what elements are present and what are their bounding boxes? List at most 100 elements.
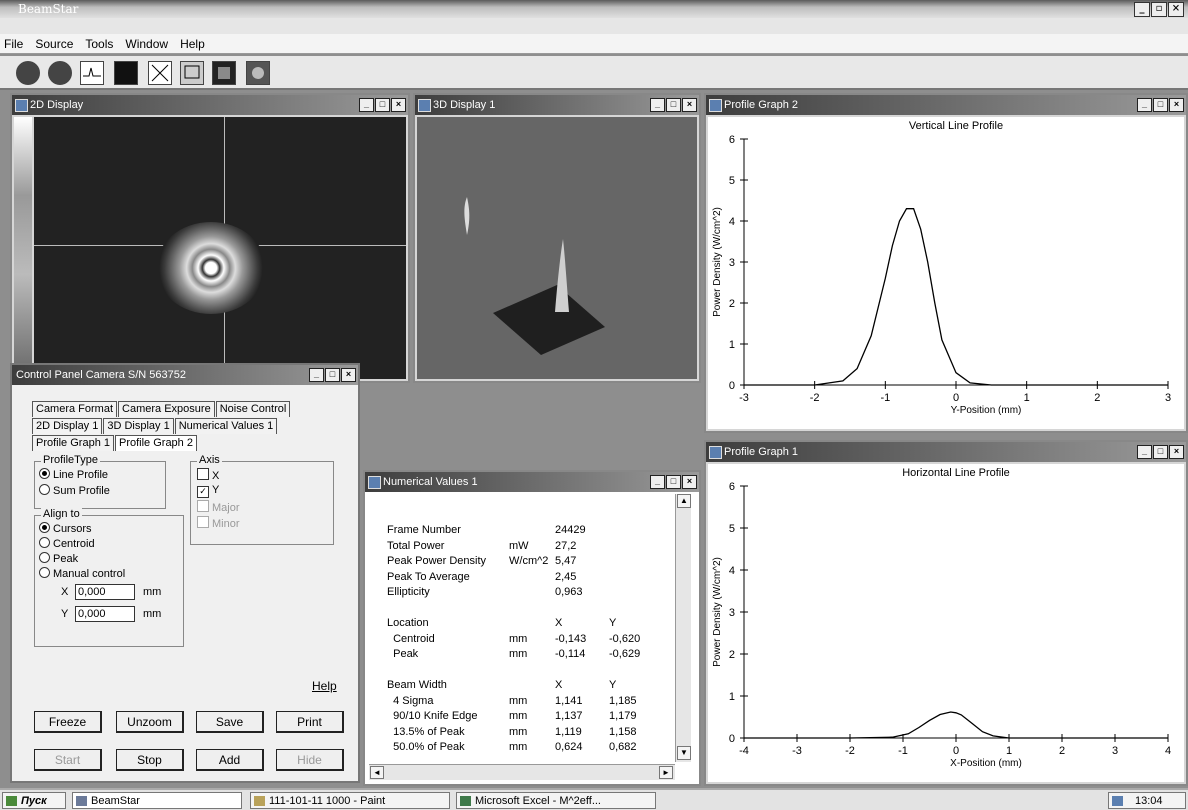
horizontal-line-profile-chart[interactable]: Horizontal Line Profile -4 -3 -2 -1 0 1 2 3 4 0 1 2 3… xyxy=(708,464,1184,782)
radio-icon xyxy=(39,552,50,563)
display-icon[interactable] xyxy=(114,61,138,85)
window-profile1-title: Profile Graph 1 xyxy=(724,446,798,458)
axis-y-checkbox[interactable]: ✓ Y xyxy=(197,484,219,498)
tab-camera-format[interactable]: Camera Format xyxy=(32,401,118,417)
taskbar-item-paint[interactable]: 111-101-11 1000 - Paint xyxy=(250,792,450,809)
align-centroid-radio[interactable]: Centroid xyxy=(39,537,95,550)
close-button[interactable]: × xyxy=(1169,98,1184,112)
control-panel-title: Control Panel Camera S/N 563752 xyxy=(16,369,186,381)
x-tick-label: 2 xyxy=(1059,745,1065,757)
freeze-button[interactable]: Freeze xyxy=(34,711,102,733)
tab-2d-display[interactable]: 2D Display 1 xyxy=(32,418,103,434)
nv-unit: mm xyxy=(509,632,528,645)
taskbar-item-excel[interactable]: Microsoft Excel - M^2eff... xyxy=(456,792,656,809)
vertical-scrollbar[interactable]: ▲ ▼ xyxy=(675,494,691,762)
minimize-button[interactable]: _ xyxy=(650,475,665,489)
restore-button[interactable]: □ xyxy=(375,98,390,112)
camera-icon[interactable] xyxy=(212,61,236,85)
align-peak-radio[interactable]: Peak xyxy=(39,552,78,565)
start-button-taskbar[interactable]: Пуск xyxy=(2,792,66,809)
vertical-line-profile-chart[interactable]: Vertical Line Profile -3 -2 -1 0 1 2 3 0 1 2 3 4 5 6 Y-… xyxy=(708,117,1184,429)
profile-icon[interactable] xyxy=(80,61,104,85)
minimize-button[interactable]: _ xyxy=(1137,445,1152,459)
nv-v2: -0,620 xyxy=(609,632,641,645)
window-2d-title: 2D Display xyxy=(30,99,84,111)
numerical-values-table: Frame Number 24429 Total Power mW 27,2 Peak P… xyxy=(387,524,677,760)
axis-x-checkbox[interactable]: X xyxy=(197,468,219,482)
tab-profile-graph-1[interactable]: Profile Graph 1 xyxy=(32,435,114,451)
minimize-button[interactable]: _ xyxy=(1137,98,1152,112)
manual-x-input[interactable]: 0,000 xyxy=(75,584,135,600)
numeric-icon[interactable] xyxy=(180,61,204,85)
align-manual-radio[interactable]: Manual control xyxy=(39,567,125,580)
minimize-button[interactable]: _ xyxy=(650,98,665,112)
manual-y-label: Y xyxy=(61,608,69,620)
restore-button[interactable]: □ xyxy=(1153,445,1168,459)
tab-noise-control[interactable]: Noise Control xyxy=(215,401,291,417)
x-tick-label: -3 xyxy=(792,745,802,757)
tab-numerical-values[interactable]: Numerical Values 1 xyxy=(174,418,278,434)
close-button[interactable]: × xyxy=(391,98,406,112)
window-numerical-values: Numerical Values 1 _ □ × ▲ ▼ ◄ ► Frame Num… xyxy=(363,470,701,786)
stop-button[interactable]: Stop xyxy=(116,749,184,771)
nv-label: Peak To Average xyxy=(387,570,470,583)
nv-v1: -0,114 xyxy=(555,648,586,660)
tab-camera-exposure[interactable]: Camera Exposure xyxy=(118,401,215,417)
restore-button[interactable]: □ xyxy=(666,475,681,489)
align-cursors-radio[interactable]: Cursors xyxy=(39,522,92,535)
sum-profile-radio[interactable]: Sum Profile xyxy=(39,484,110,497)
menu-file[interactable]: File xyxy=(4,37,24,51)
manual-y-input[interactable]: 0,000 xyxy=(75,606,135,622)
restore-button[interactable]: □ xyxy=(1153,98,1168,112)
window-2d-display: 2D Display _ □ × xyxy=(10,93,410,383)
minimize-button[interactable]: _ xyxy=(1134,2,1150,17)
settings-icon[interactable] xyxy=(246,61,270,85)
close-button[interactable]: × xyxy=(1169,445,1184,459)
graph-icon[interactable] xyxy=(148,61,172,85)
line-profile-radio[interactable]: Line Profile xyxy=(39,468,108,481)
restore-button[interactable]: □ xyxy=(325,368,340,382)
nv-v2: 1,185 xyxy=(609,694,637,707)
tab-profile-graph-2[interactable]: Profile Graph 2 xyxy=(114,435,197,451)
minimize-button[interactable]: _ xyxy=(359,98,374,112)
restore-button[interactable]: ▫ xyxy=(1151,2,1167,17)
window-icon xyxy=(15,99,28,112)
restore-button[interactable]: □ xyxy=(666,98,681,112)
menu-source[interactable]: Source xyxy=(35,37,74,51)
tab-3d-display[interactable]: 3D Display 1 xyxy=(103,418,174,434)
scroll-right-icon[interactable]: ► xyxy=(659,766,673,779)
horizontal-scrollbar[interactable]: ◄ ► xyxy=(369,764,675,780)
add-button[interactable]: Add xyxy=(196,749,264,771)
checkbox-icon xyxy=(197,500,209,512)
scroll-down-icon[interactable]: ▼ xyxy=(677,746,691,760)
close-button[interactable]: × xyxy=(682,475,697,489)
menu-tools[interactable]: Tools xyxy=(85,37,114,51)
scroll-left-icon[interactable]: ◄ xyxy=(370,766,384,779)
close-button[interactable]: × xyxy=(682,98,697,112)
save-button[interactable]: Save xyxy=(196,711,264,733)
stop-record-icon[interactable] xyxy=(48,61,72,85)
y-tick-label: 6 xyxy=(729,134,735,146)
help-link[interactable]: Help xyxy=(312,679,337,693)
print-button[interactable]: Print xyxy=(276,711,344,733)
nv-unit: mm xyxy=(509,648,528,660)
taskbar-item-beamstar[interactable]: BeamStar xyxy=(72,792,242,809)
close-button[interactable]: × xyxy=(1168,2,1184,17)
radio-label: Manual control xyxy=(53,568,126,580)
record-icon[interactable] xyxy=(16,61,40,85)
menu-help[interactable]: Help xyxy=(180,37,205,51)
window-profile2-titlebar: Profile Graph 2 _ □ × xyxy=(706,95,1186,115)
3d-view[interactable] xyxy=(417,117,697,379)
close-button[interactable]: × xyxy=(341,368,356,382)
nv-v1: X xyxy=(555,679,563,691)
radio-label: Peak xyxy=(53,553,79,565)
unzoom-button[interactable]: Unzoom xyxy=(116,711,184,733)
minimize-button[interactable]: _ xyxy=(309,368,324,382)
radio-label: Cursors xyxy=(53,523,92,535)
menu-window[interactable]: Window xyxy=(125,37,169,51)
scroll-up-icon[interactable]: ▲ xyxy=(677,494,691,508)
beam-image[interactable] xyxy=(34,117,406,379)
checkbox-label: Y xyxy=(212,484,220,496)
taskbar: Пуск BeamStar 111-101-11 1000 - Paint Mi… xyxy=(0,788,1188,810)
window-3d-titlebar: 3D Display 1 _ □ × xyxy=(415,95,699,115)
